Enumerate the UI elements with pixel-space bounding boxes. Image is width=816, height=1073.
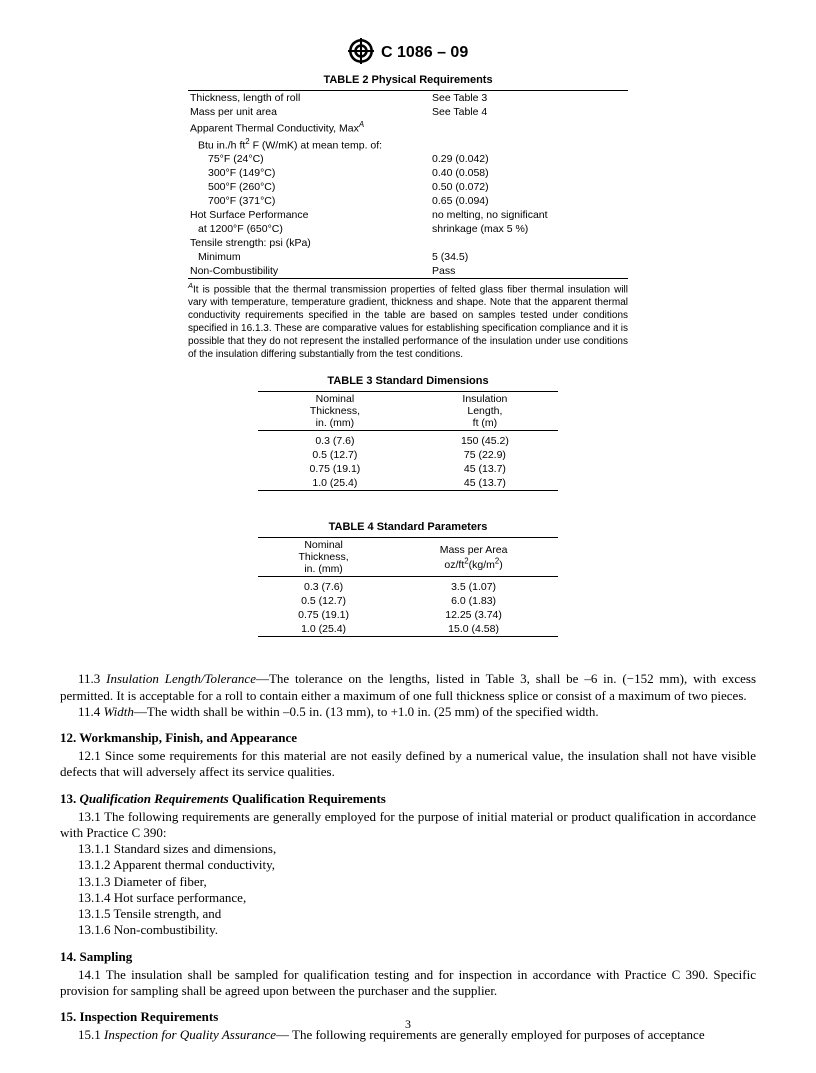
table-row-value: no melting, no significant	[430, 208, 628, 222]
astm-logo	[348, 38, 374, 68]
t3-col2-l1: Insulation	[462, 393, 507, 405]
table-4-caption: TABLE 4 Standard Parameters	[188, 521, 628, 533]
para-12-1: 12.1 Since some requirements for this ma…	[60, 748, 756, 781]
page-header: C 1086 – 09	[60, 38, 756, 68]
table-row: 45 (13.7)	[412, 462, 558, 476]
table-row: 3.5 (1.07)	[389, 580, 558, 594]
t3-col1-l3: in. (mm)	[316, 417, 355, 429]
para-13-1-5: 13.1.5 Tensile strength, and	[60, 906, 756, 922]
para-13-1-4: 13.1.4 Hot surface performance,	[60, 890, 756, 906]
table-row: 0.75 (19.1)	[258, 608, 389, 622]
table-row-label: Hot Surface Performance	[188, 208, 430, 222]
heading-13: 13. Qualification Requirements Qualifica…	[60, 791, 756, 807]
para-11-4: 11.4 Width—The width shall be within –0.…	[60, 704, 756, 720]
table-row-value: 0.29 (0.042)	[430, 152, 628, 166]
table-row-value: 0.65 (0.094)	[430, 194, 628, 208]
para-11-3: 11.3 Insulation Length/Tolerance—The tol…	[60, 671, 756, 704]
table-row-value: shrinkage (max 5 %)	[430, 222, 628, 236]
t4-col1-l1: Nominal	[304, 539, 343, 551]
para-14-1: 14.1 The insulation shall be sampled for…	[60, 967, 756, 1000]
table-3: TABLE 3 Standard Dimensions Nominal Thic…	[188, 375, 628, 491]
table-row-label: 700°F (371°C)	[188, 194, 430, 208]
table-row: 1.0 (25.4)	[258, 476, 412, 491]
heading-14: 14. Sampling	[60, 949, 756, 965]
t4-col2-l1: Mass per Area	[440, 544, 508, 556]
para-13-1-6: 13.1.6 Non-combustibility.	[60, 922, 756, 938]
t3-col2-l3: ft (m)	[473, 417, 498, 429]
table-row-value: 0.40 (0.058)	[430, 166, 628, 180]
table-row-value	[430, 119, 628, 136]
table-row: 15.0 (4.58)	[389, 622, 558, 637]
table-2-footnote: AIt is possible that the thermal transmi…	[188, 281, 628, 361]
table-row: 12.25 (3.74)	[389, 608, 558, 622]
table-row: 75 (22.9)	[412, 448, 558, 462]
table-row-label: at 1200°F (650°C)	[188, 222, 430, 236]
para-13-1-2: 13.1.2 Apparent thermal conductivity,	[60, 857, 756, 873]
t4-col2-l2: oz/ft2(kg/m2)	[444, 559, 502, 571]
table-row-label: Tensile strength: psi (kPa)	[188, 236, 430, 250]
table-row: 1.0 (25.4)	[258, 622, 389, 637]
table-row: 0.3 (7.6)	[258, 434, 412, 448]
table-row: 150 (45.2)	[412, 434, 558, 448]
table-3-caption: TABLE 3 Standard Dimensions	[188, 375, 628, 387]
t4-col1-l2: Thickness,	[298, 551, 348, 563]
table-row-value: See Table 3	[430, 91, 628, 105]
t3-col1-l1: Nominal	[316, 393, 355, 405]
table-row-value: 0.50 (0.072)	[430, 180, 628, 194]
table-row-value: Pass	[430, 264, 628, 278]
table-row-label: Mass per unit area	[188, 105, 430, 119]
table-2: TABLE 2 Physical Requirements Thickness,…	[188, 74, 628, 361]
table-row: 0.75 (19.1)	[258, 462, 412, 476]
page-number: 3	[0, 1017, 816, 1032]
t3-col1-l2: Thickness,	[310, 405, 360, 417]
t3-col2-l2: Length,	[467, 405, 502, 417]
heading-12: 12. Workmanship, Finish, and Appearance	[60, 730, 756, 746]
table-2-caption: TABLE 2 Physical Requirements	[188, 74, 628, 86]
table-row: 0.5 (12.7)	[258, 448, 412, 462]
table-row-label: Non-Combustibility	[188, 264, 430, 278]
para-13-1-1: 13.1.1 Standard sizes and dimensions,	[60, 841, 756, 857]
table-row-value	[430, 136, 628, 153]
table-row-label: Apparent Thermal Conductivity, MaxA	[188, 119, 430, 136]
para-13-1-3: 13.1.3 Diameter of fiber,	[60, 874, 756, 890]
table-row-label: Btu in./h ft2 F (W/mK) at mean temp. of:	[188, 136, 430, 153]
t4-col1-l3: in. (mm)	[304, 563, 343, 575]
table-row-label: 300°F (149°C)	[188, 166, 430, 180]
table-row: 0.3 (7.6)	[258, 580, 389, 594]
table-row-label: Minimum	[188, 250, 430, 264]
table-row: 0.5 (12.7)	[258, 594, 389, 608]
para-13-1: 13.1 The following requirements are gene…	[60, 809, 756, 842]
table-4: TABLE 4 Standard Parameters Nominal Thic…	[188, 521, 628, 637]
table-row-label: 75°F (24°C)	[188, 152, 430, 166]
table-row-value	[430, 236, 628, 250]
table-row: 6.0 (1.83)	[389, 594, 558, 608]
table-row-label: 500°F (260°C)	[188, 180, 430, 194]
table-row-value: 5 (34.5)	[430, 250, 628, 264]
table-row-value: See Table 4	[430, 105, 628, 119]
table-row: 45 (13.7)	[412, 476, 558, 491]
designation: C 1086 – 09	[381, 44, 468, 61]
table-row-label: Thickness, length of roll	[188, 91, 430, 105]
